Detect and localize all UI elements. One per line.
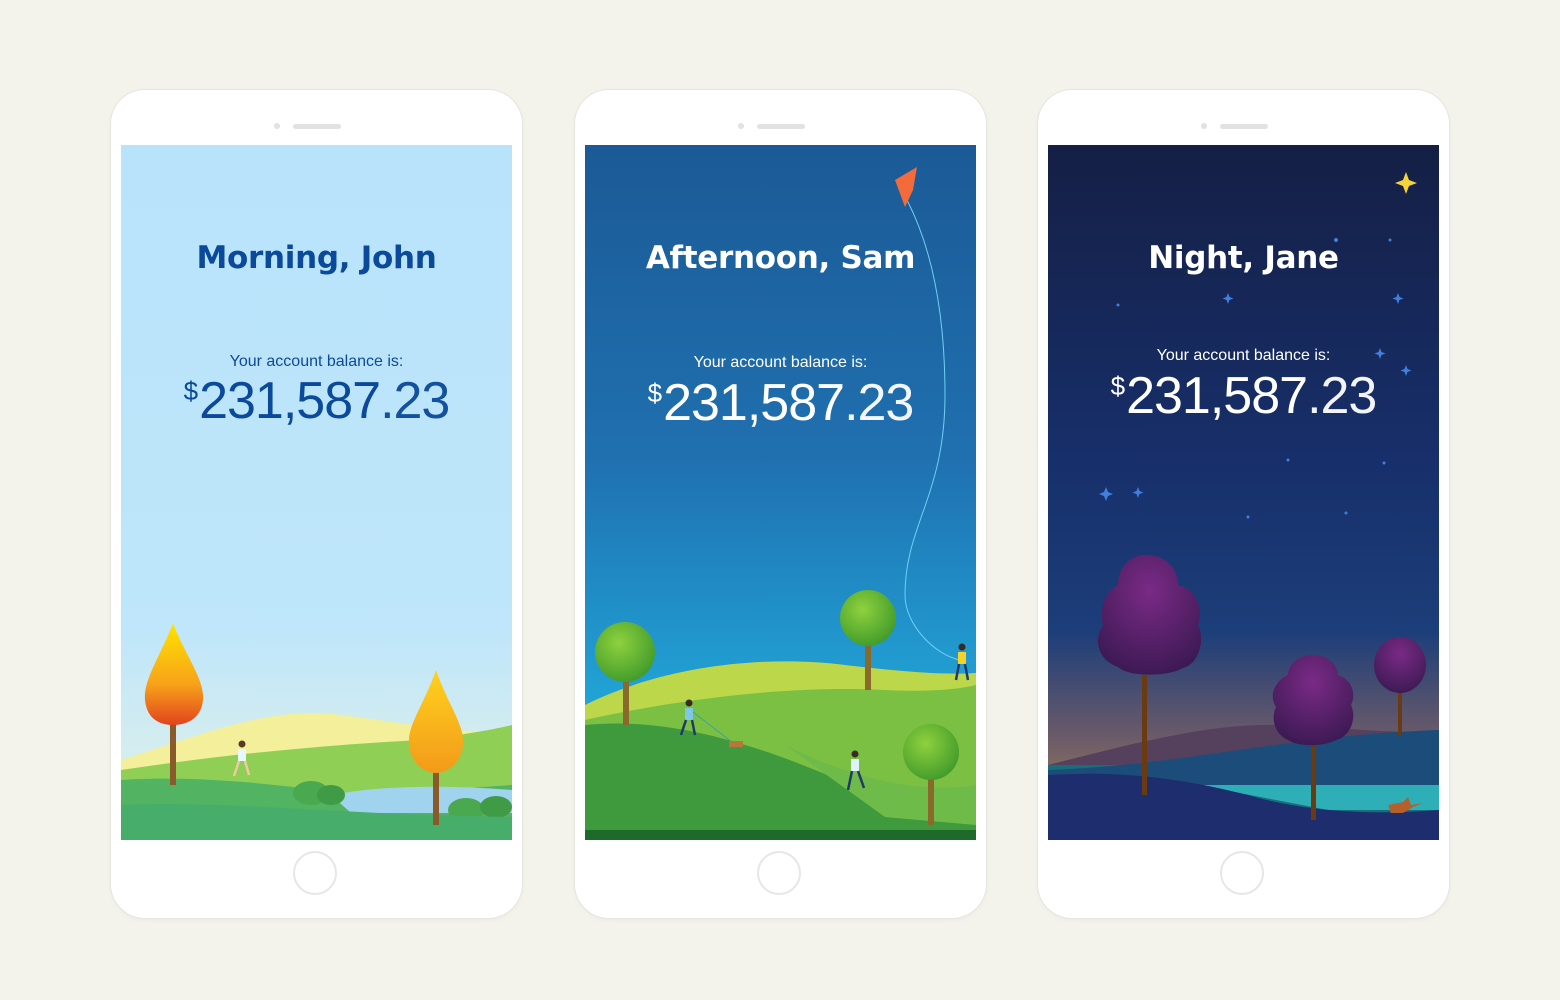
front-camera: [738, 123, 744, 129]
home-button[interactable]: [757, 851, 801, 895]
bright-star-icon: [1395, 172, 1417, 194]
phone-mockup-afternoon: Afternoon, Sam Your account balance is: …: [575, 90, 986, 918]
front-camera: [274, 123, 280, 129]
amount-integer: 231,587: [1126, 367, 1308, 425]
amount-integer: 231,587: [199, 372, 381, 430]
amount-decimal: .23: [1307, 367, 1377, 425]
kite-flyer-figure: [954, 643, 970, 681]
fox-figure: [1388, 797, 1423, 813]
front-camera: [1201, 123, 1207, 129]
balance-label: Your account balance is:: [693, 354, 868, 371]
balance-label: Your account balance is:: [229, 353, 404, 370]
afternoon-landscape-illustration: [585, 145, 976, 840]
home-button[interactable]: [1220, 851, 1264, 895]
phone-mockup-morning: Morning, John Your account balance is: $…: [111, 90, 522, 918]
home-button[interactable]: [293, 851, 337, 895]
amount-decimal: .23: [380, 372, 450, 430]
amount-integer: 231,587: [663, 374, 845, 432]
balance-label: Your account balance is:: [1156, 347, 1331, 364]
kite-icon: [895, 167, 917, 207]
screen-morning: Morning, John Your account balance is: $…: [121, 145, 512, 840]
amount-decimal: .23: [844, 374, 914, 432]
night-landscape-illustration: [1048, 145, 1439, 840]
greeting-heading: Morning, John: [196, 240, 437, 276]
dog-walker-figure: [679, 699, 743, 747]
currency-symbol: $: [1110, 371, 1126, 401]
screen-night: Night, Jane Your account balance is: $23…: [1048, 145, 1439, 840]
currency-symbol: $: [183, 376, 199, 406]
greeting-heading: Night, Jane: [1148, 240, 1339, 276]
phone-mockup-night: Night, Jane Your account balance is: $23…: [1038, 90, 1449, 918]
balance-amount: $231,587.23: [1048, 366, 1439, 426]
speaker-grille: [1220, 124, 1268, 129]
jogger-figure: [232, 740, 251, 777]
scalloped-hedge: [585, 830, 976, 840]
speaker-grille: [293, 124, 341, 129]
screen-afternoon: Afternoon, Sam Your account balance is: …: [585, 145, 976, 840]
morning-landscape-illustration: [121, 145, 512, 840]
runner-figure: [846, 750, 866, 791]
balance-amount: $231,587.23: [121, 371, 512, 431]
greeting-heading: Afternoon, Sam: [645, 240, 916, 276]
balance-amount: $231,587.23: [585, 373, 976, 433]
currency-symbol: $: [647, 378, 663, 408]
speaker-grille: [757, 124, 805, 129]
stars: [1099, 238, 1412, 519]
